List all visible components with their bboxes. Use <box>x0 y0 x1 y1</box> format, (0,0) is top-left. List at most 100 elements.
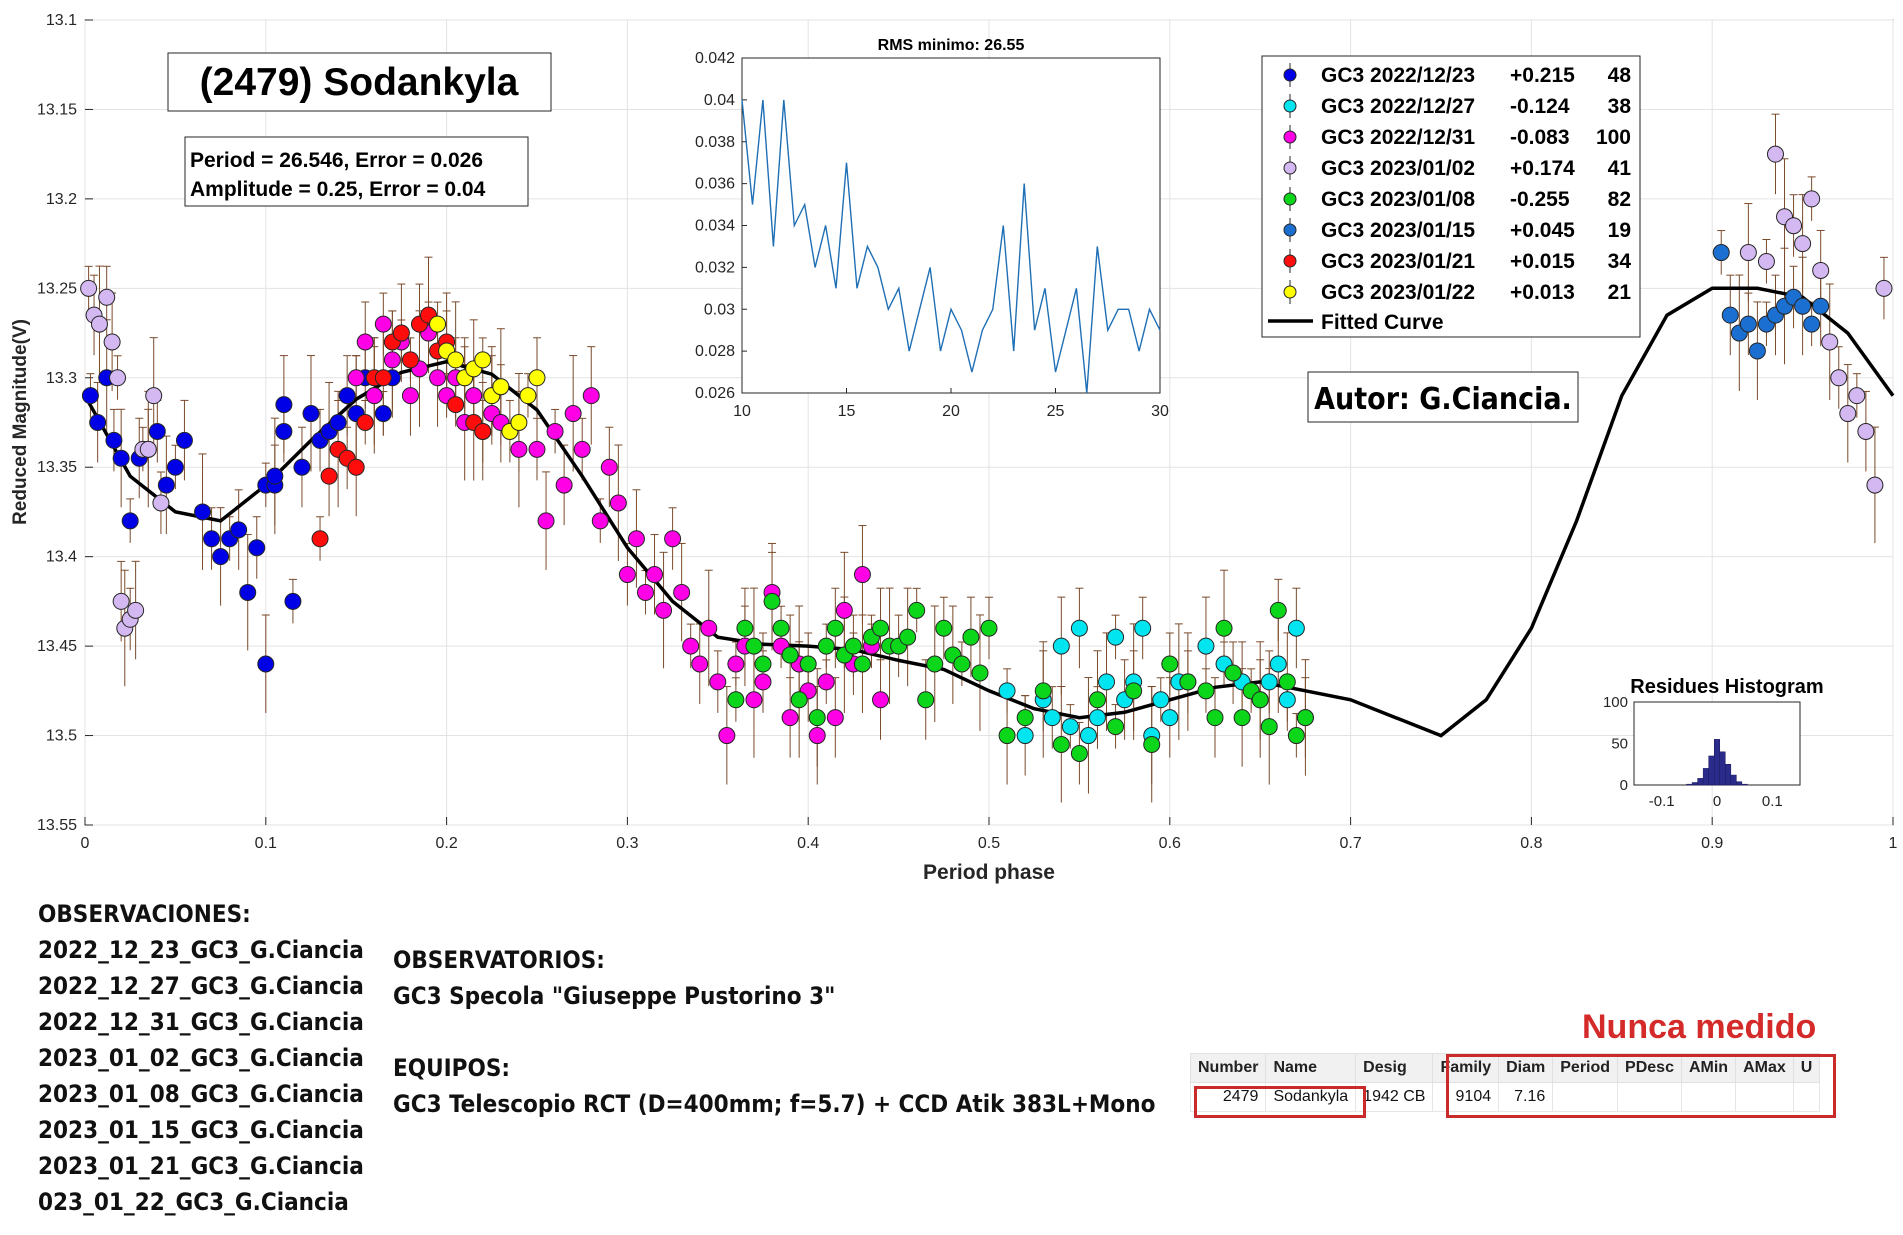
observatories-title: OBSERVATORIOS: <box>393 946 605 974</box>
data-point <box>772 619 790 637</box>
data-point <box>145 387 163 405</box>
data-point <box>655 601 673 619</box>
data-point <box>90 315 108 333</box>
mpc-table-header-cell: Diam <box>1498 1053 1554 1083</box>
data-point <box>899 628 917 646</box>
data-point <box>1224 664 1242 682</box>
data-point <box>365 387 383 405</box>
histogram-y-tick-label: 0 <box>1620 777 1628 794</box>
data-point <box>152 494 170 512</box>
data-point <box>347 458 365 476</box>
data-point <box>1070 744 1088 762</box>
data-point <box>528 440 546 458</box>
data-point <box>1070 619 1088 637</box>
legend-label: GC3 2023/01/22 <box>1321 281 1475 304</box>
histogram-bar <box>1736 781 1743 786</box>
legend-offset: -0.124 <box>1510 95 1570 118</box>
legend-marker <box>1283 130 1297 144</box>
data-point <box>754 655 772 673</box>
data-point <box>971 664 989 682</box>
mpc-table-header-cell: AMin <box>1680 1053 1737 1083</box>
data-point <box>112 449 130 467</box>
data-point <box>429 315 447 333</box>
rms-inset-title: RMS minimo: 26.55 <box>878 37 1025 54</box>
mpc-table-header: Number Name Desig Family Diam Period PDesc AMin… <box>1189 1053 1821 1083</box>
legend-offset: +0.015 <box>1510 250 1575 273</box>
data-point <box>311 530 329 548</box>
x-tick-label: 0.6 <box>1159 835 1181 852</box>
x-tick-label: 1 <box>1889 835 1898 852</box>
data-point <box>528 369 546 387</box>
mpc-table-header-cell: Family <box>1432 1053 1500 1083</box>
mpc-table-cell <box>1735 1082 1794 1112</box>
data-point <box>1179 673 1197 691</box>
legend-offset: +0.045 <box>1510 219 1575 242</box>
histogram-bar <box>1719 751 1726 786</box>
rms-plot-area <box>741 57 1161 394</box>
x-tick-label: 0.9 <box>1701 835 1723 852</box>
data-point <box>1766 145 1784 163</box>
data-point <box>1748 342 1766 360</box>
mpc-table-cell: 1942 CB <box>1355 1082 1434 1112</box>
y-tick-label: 13.55 <box>37 817 77 834</box>
never-measured-label: Nunca medido <box>1582 1008 1817 1046</box>
data-point <box>465 387 483 405</box>
histogram-inset-title: Residues Histogram <box>1630 676 1823 698</box>
data-point <box>980 619 998 637</box>
observation-entry: 2023_01_02_GC3_G.Ciancia <box>38 1044 364 1072</box>
legend-offset: -0.083 <box>1510 126 1570 149</box>
data-point <box>917 691 935 709</box>
data-point <box>1721 306 1739 324</box>
data-point <box>1269 601 1287 619</box>
data-point <box>356 414 374 431</box>
legend: GC3 2022/12/23 +0.215 48 GC3 2022/12/27 -0.1… <box>1283 63 1631 304</box>
data-point <box>609 494 627 512</box>
data-point <box>1839 405 1857 423</box>
data-point <box>1197 637 1215 655</box>
data-point <box>682 637 700 655</box>
observation-entry: 2023_01_21_GC3_G.Ciancia <box>38 1152 364 1180</box>
data-point <box>1016 709 1034 727</box>
rms-y-tick-label: 0.032 <box>695 259 735 276</box>
data-point <box>853 655 871 673</box>
rms-inset: 10 15 20 25 30 0.026 0.028 0.03 0.032 0.034 0.036 0… <box>695 37 1169 420</box>
data-point <box>673 583 691 601</box>
legend-label: GC3 2023/01/08 <box>1321 188 1475 211</box>
data-point <box>600 458 618 476</box>
data-point <box>392 324 410 342</box>
data-point <box>474 351 492 369</box>
y-tick-label: 13.25 <box>37 280 77 297</box>
legend-marker <box>1283 285 1297 299</box>
data-point <box>573 440 591 458</box>
data-point <box>103 333 121 351</box>
data-point <box>1278 691 1296 709</box>
data-point <box>1712 244 1730 262</box>
mpc-table-header-cell: Name <box>1265 1053 1357 1083</box>
data-point <box>926 655 944 673</box>
data-point <box>429 369 447 387</box>
observation-entry: 2023_01_15_GC3_G.Ciancia <box>38 1116 364 1144</box>
rms-y-tick-label: 0.034 <box>695 218 735 235</box>
legend-marker <box>1283 99 1297 113</box>
data-point <box>1161 709 1179 727</box>
data-point <box>1088 691 1106 709</box>
author-label: Autor: G.Ciancia. <box>1314 382 1572 417</box>
data-point <box>166 458 184 476</box>
data-point <box>1830 369 1848 387</box>
data-point <box>835 601 853 619</box>
mpc-table-header-cell: PDesc <box>1617 1053 1682 1083</box>
data-point <box>1034 682 1052 700</box>
rms-x-tick-label: 10 <box>733 403 751 420</box>
data-point <box>329 414 347 431</box>
legend-count: 100 <box>1596 126 1631 149</box>
legend-label: GC3 2022/12/23 <box>1321 64 1475 87</box>
data-point <box>447 396 465 414</box>
rms-x-tick-label: 15 <box>838 403 856 420</box>
data-point <box>754 673 772 691</box>
rms-y-tick-label: 0.042 <box>695 50 735 67</box>
data-point <box>127 601 145 619</box>
data-points <box>80 145 1893 762</box>
highlight-number-name <box>1194 1086 1366 1118</box>
mpc-table-header-cell: Desig <box>1355 1053 1434 1083</box>
